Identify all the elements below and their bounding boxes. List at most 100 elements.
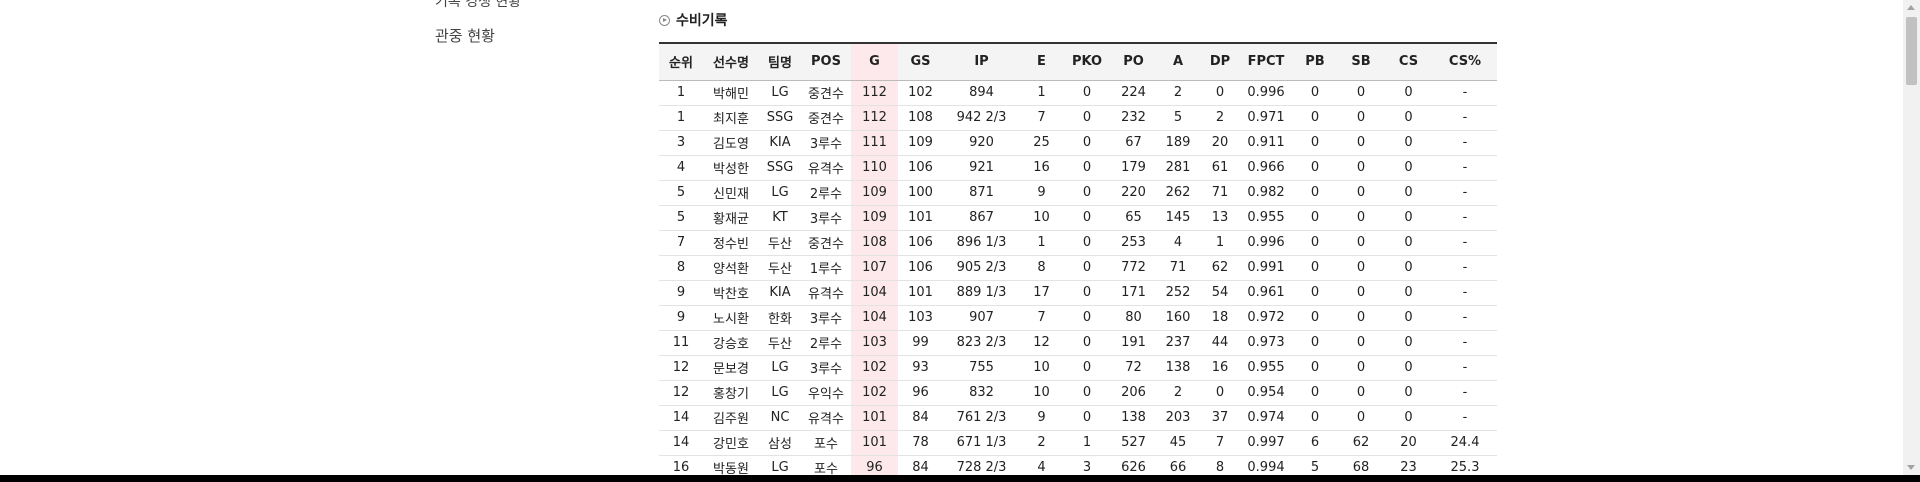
table-cell: 921	[943, 155, 1020, 181]
table-cell: 중견수	[801, 80, 851, 106]
table-cell: 0.911	[1240, 130, 1292, 156]
table-cell[interactable]: 강민호	[703, 430, 759, 456]
table-cell: 67	[1111, 130, 1156, 156]
table-cell: 145	[1156, 205, 1200, 231]
table-cell: 101	[851, 430, 898, 456]
table-cell: 4	[659, 155, 703, 181]
table-cell[interactable]: 박찬호	[703, 280, 759, 306]
table-cell: 138	[1156, 355, 1200, 381]
table-cell: 61	[1200, 155, 1240, 181]
column-header[interactable]: E	[1020, 42, 1063, 81]
table-cell: 102	[851, 380, 898, 406]
table-cell: 0	[1338, 355, 1384, 381]
vertical-scrollbar[interactable]	[1903, 0, 1920, 475]
table-cell: 101	[898, 280, 943, 306]
table-cell: 99	[898, 330, 943, 356]
table-cell: -	[1433, 230, 1497, 256]
table-cell: SSG	[759, 105, 801, 131]
table-cell[interactable]: 강승호	[703, 330, 759, 356]
table-cell: 3루수	[801, 355, 851, 381]
table-cell[interactable]: 정수빈	[703, 230, 759, 256]
table-cell: 206	[1111, 380, 1156, 406]
column-header[interactable]: FPCT	[1240, 42, 1292, 81]
table-cell: -	[1433, 180, 1497, 206]
column-header[interactable]: PB	[1292, 42, 1338, 81]
sidebar-item-attendance[interactable]: 관중 현황	[435, 27, 495, 45]
column-header[interactable]: CS%	[1433, 42, 1497, 81]
table-cell: 0	[1063, 205, 1111, 231]
table-cell: 7	[1020, 305, 1063, 331]
table-cell[interactable]: 문보경	[703, 355, 759, 381]
column-header[interactable]: G	[851, 42, 898, 81]
table-cell: 16	[1020, 155, 1063, 181]
scrollbar-thumb[interactable]	[1906, 17, 1917, 85]
table-cell: 110	[851, 155, 898, 181]
table-cell: 0	[1338, 80, 1384, 106]
table-cell: 527	[1111, 430, 1156, 456]
table-cell: 0	[1338, 230, 1384, 256]
table-cell: 중견수	[801, 230, 851, 256]
table-cell: 78	[898, 430, 943, 456]
table-cell: 106	[898, 155, 943, 181]
table-cell: 0	[1063, 105, 1111, 131]
column-header[interactable]: CS	[1384, 42, 1433, 81]
table-cell[interactable]: 신민재	[703, 180, 759, 206]
table-cell: 2루수	[801, 180, 851, 206]
table-cell: 1	[659, 80, 703, 106]
table-cell: 72	[1111, 355, 1156, 381]
table-cell: 761 2/3	[943, 405, 1020, 431]
table-cell: 0	[1292, 130, 1338, 156]
table-cell: 755	[943, 355, 1020, 381]
table-row: 4 박성한 SSG 유격수 110 106 921 16 0 179 281 61 0.966 0 0 0-	[659, 155, 1497, 181]
table-cell[interactable]: 노시환	[703, 305, 759, 331]
table-cell: 1	[1020, 230, 1063, 256]
table-cell: 0	[1338, 280, 1384, 306]
table-cell: 823 2/3	[943, 330, 1020, 356]
table-cell: 0	[1292, 330, 1338, 356]
table-cell: LG	[759, 355, 801, 381]
table-cell[interactable]: 김주원	[703, 405, 759, 431]
column-header[interactable]: A	[1156, 42, 1200, 81]
table-cell: 54	[1200, 280, 1240, 306]
column-header[interactable]: IP	[943, 42, 1020, 81]
table-cell: 191	[1111, 330, 1156, 356]
column-header[interactable]: 순위	[659, 42, 703, 81]
table-cell: 0	[1338, 205, 1384, 231]
column-header[interactable]: 선수명	[703, 42, 759, 81]
table-row: 14 김주원 NC 유격수 101 84 761 2/3 9 0 138 203 37 0.974 0 0 0…	[659, 405, 1497, 431]
scroll-up-arrow-icon[interactable]	[1907, 5, 1915, 10]
table-cell: 1	[659, 105, 703, 131]
scroll-down-arrow-icon[interactable]	[1907, 465, 1915, 470]
table-cell[interactable]: 김도영	[703, 130, 759, 156]
table-row: 9 박찬호 KIA 유격수 104 101 889 1/3 17 0 171 252 54 0.961 0…	[659, 280, 1497, 306]
table-cell: 832	[943, 380, 1020, 406]
table-cell[interactable]: 박성한	[703, 155, 759, 181]
column-header[interactable]: GS	[898, 42, 943, 81]
column-header[interactable]: PO	[1111, 42, 1156, 81]
column-header[interactable]: 팀명	[759, 42, 801, 81]
column-header[interactable]: SB	[1338, 42, 1384, 81]
table-cell: 65	[1111, 205, 1156, 231]
table-cell: 1	[1200, 230, 1240, 256]
table-row: 8 양석환 두산 1루수 107 106 905 2/3 8 0 772 71 62 0.991 0 0 0-	[659, 255, 1497, 281]
table-cell: LG	[759, 180, 801, 206]
table-cell[interactable]: 양석환	[703, 255, 759, 281]
table-cell[interactable]: 황재균	[703, 205, 759, 231]
table-cell: 0	[1338, 380, 1384, 406]
table-cell: 671 1/3	[943, 430, 1020, 456]
table-cell: 0.991	[1240, 255, 1292, 281]
table-cell: 232	[1111, 105, 1156, 131]
column-header[interactable]: POS	[801, 42, 851, 81]
table-cell: 45	[1156, 430, 1200, 456]
table-cell: -	[1433, 255, 1497, 281]
table-cell: LG	[759, 80, 801, 106]
table-cell: 894	[943, 80, 1020, 106]
table-cell[interactable]: 박해민	[703, 80, 759, 106]
table-cell[interactable]: 홍창기	[703, 380, 759, 406]
table-cell[interactable]: 최지훈	[703, 105, 759, 131]
column-header[interactable]: PKO	[1063, 42, 1111, 81]
table-cell: 0.972	[1240, 305, 1292, 331]
sidebar-item-record-race[interactable]: 기록 경쟁 현황	[435, 0, 522, 10]
column-header[interactable]: DP	[1200, 42, 1240, 81]
